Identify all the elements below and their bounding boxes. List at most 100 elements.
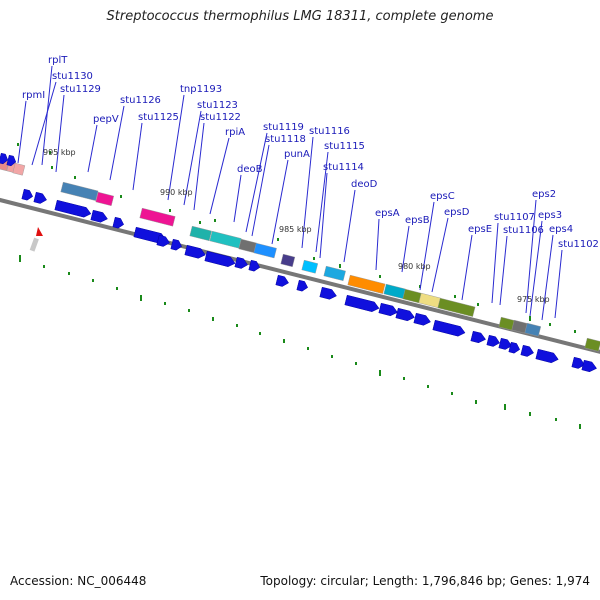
leader-line [541,234,554,321]
genome-summary-text: Topology: circular; Length: 1,796,846 bp… [260,574,590,588]
gene-label-tnp1193: tnp1193 [180,84,222,95]
feature-box [60,181,99,201]
leader-line [167,94,185,201]
gene-label-stu1102: stu1102 [558,239,599,250]
gene-label-punA: punA [284,149,310,160]
leader-line [343,189,356,263]
feature-box [437,297,476,317]
gene-label-stu1115: stu1115 [324,141,365,152]
leader-line [499,235,508,306]
leader-line [315,151,329,253]
leader-line [491,222,499,304]
leader-line [41,65,53,166]
feature-box [524,322,542,337]
cds-arrow [248,259,261,272]
gene-label-eps4: eps4 [549,224,573,235]
gene-label-stu1122: stu1122 [200,112,241,123]
feature-box [301,259,319,274]
leader-line [233,174,242,223]
cds-arrow [21,188,34,201]
gene-label-pepV: pepV [93,114,119,125]
leader-line [529,220,543,317]
leader-line [419,201,435,291]
feature-box [12,162,26,176]
kbp-marker-label: 975 kbp [517,295,550,304]
gene-label-rpiA: rpiA [225,127,245,138]
origin-pointer-icon [36,227,43,236]
gene-label-stu1129: stu1129 [60,84,101,95]
feature-box [95,191,114,207]
kbp-marker-label: 990 kbp [160,188,193,197]
gene-label-stu1106: stu1106 [503,225,544,236]
leader-line [301,136,314,249]
label-leader-lines [17,65,563,321]
leader-line [461,234,473,301]
cds-arrow [395,307,415,322]
feature-box [209,230,242,249]
leader-line [319,172,328,259]
leader-line [55,94,65,173]
feature-box [280,253,296,268]
feature-box [253,242,277,259]
cds-arrow [54,199,92,218]
leader-line [183,110,202,206]
gene-label-stu1107: stu1107 [494,212,535,223]
gene-label-rplT: rplT [48,55,68,66]
gene-label-stu1130: stu1130 [52,71,93,82]
cds-arrow [0,152,9,165]
cds-arrow [581,359,597,373]
gene-label-epsE: epsE [468,224,492,235]
kbp-marker-label: 995 kbp [43,148,76,157]
gene-label-eps3: eps3 [538,210,562,221]
origin-pointer-stem [29,237,39,252]
gene-label-stu1114: stu1114 [323,162,364,173]
leader-line [132,122,143,191]
gene-label-stu1118: stu1118 [265,134,306,145]
feature-box [323,265,346,281]
leader-line [554,249,563,319]
cds-arrow [413,312,431,326]
leader-line [109,105,125,181]
leader-line [193,122,205,211]
feature-box [189,225,212,241]
gene-label-stu1119: stu1119 [263,122,304,133]
gene-label-deoB: deoB [237,164,263,175]
gene-label-stu1126: stu1126 [120,95,161,106]
leader-line [525,199,537,314]
cds-arrow [571,356,585,369]
cds-arrow [498,337,512,350]
cds-arrow [90,209,108,223]
gene-label-epsB: epsB [405,215,430,226]
cds-arrow [204,250,236,267]
feature-box [347,274,386,294]
feature-box [139,207,176,227]
cds-arrow [234,256,248,269]
gene-label-epsA: epsA [375,208,400,219]
kbp-markers: 995 kbp 990 kbp 985 kbp 980 kbp 975 kbp [43,148,550,304]
leader-line [251,144,270,237]
cds-arrow [432,319,466,337]
gene-label-stu1125: stu1125 [138,112,179,123]
feature-box [238,238,257,254]
cds-arrow [33,191,47,204]
leader-line [17,100,27,164]
gene-label-stu1116: stu1116 [309,126,350,137]
feature-track [0,158,600,352]
leader-line [271,159,289,245]
leader-line [31,81,57,166]
cds-arrow [508,341,521,354]
leader-line [87,124,98,173]
cds-arrow [156,234,170,247]
cds-arrow [112,216,125,229]
gene-label-epsC: epsC [430,191,455,202]
cds-track [0,152,597,373]
cds-arrow [319,286,337,300]
kbp-marker-label: 985 kbp [279,225,312,234]
cds-arrow [470,330,486,344]
map-title: Streptococcus thermophilus LMG 18311, co… [106,9,494,24]
cds-arrow [275,274,289,287]
cds-arrow [535,348,559,364]
gene-label-eps2: eps2 [532,189,556,200]
cds-arrow [170,238,183,251]
